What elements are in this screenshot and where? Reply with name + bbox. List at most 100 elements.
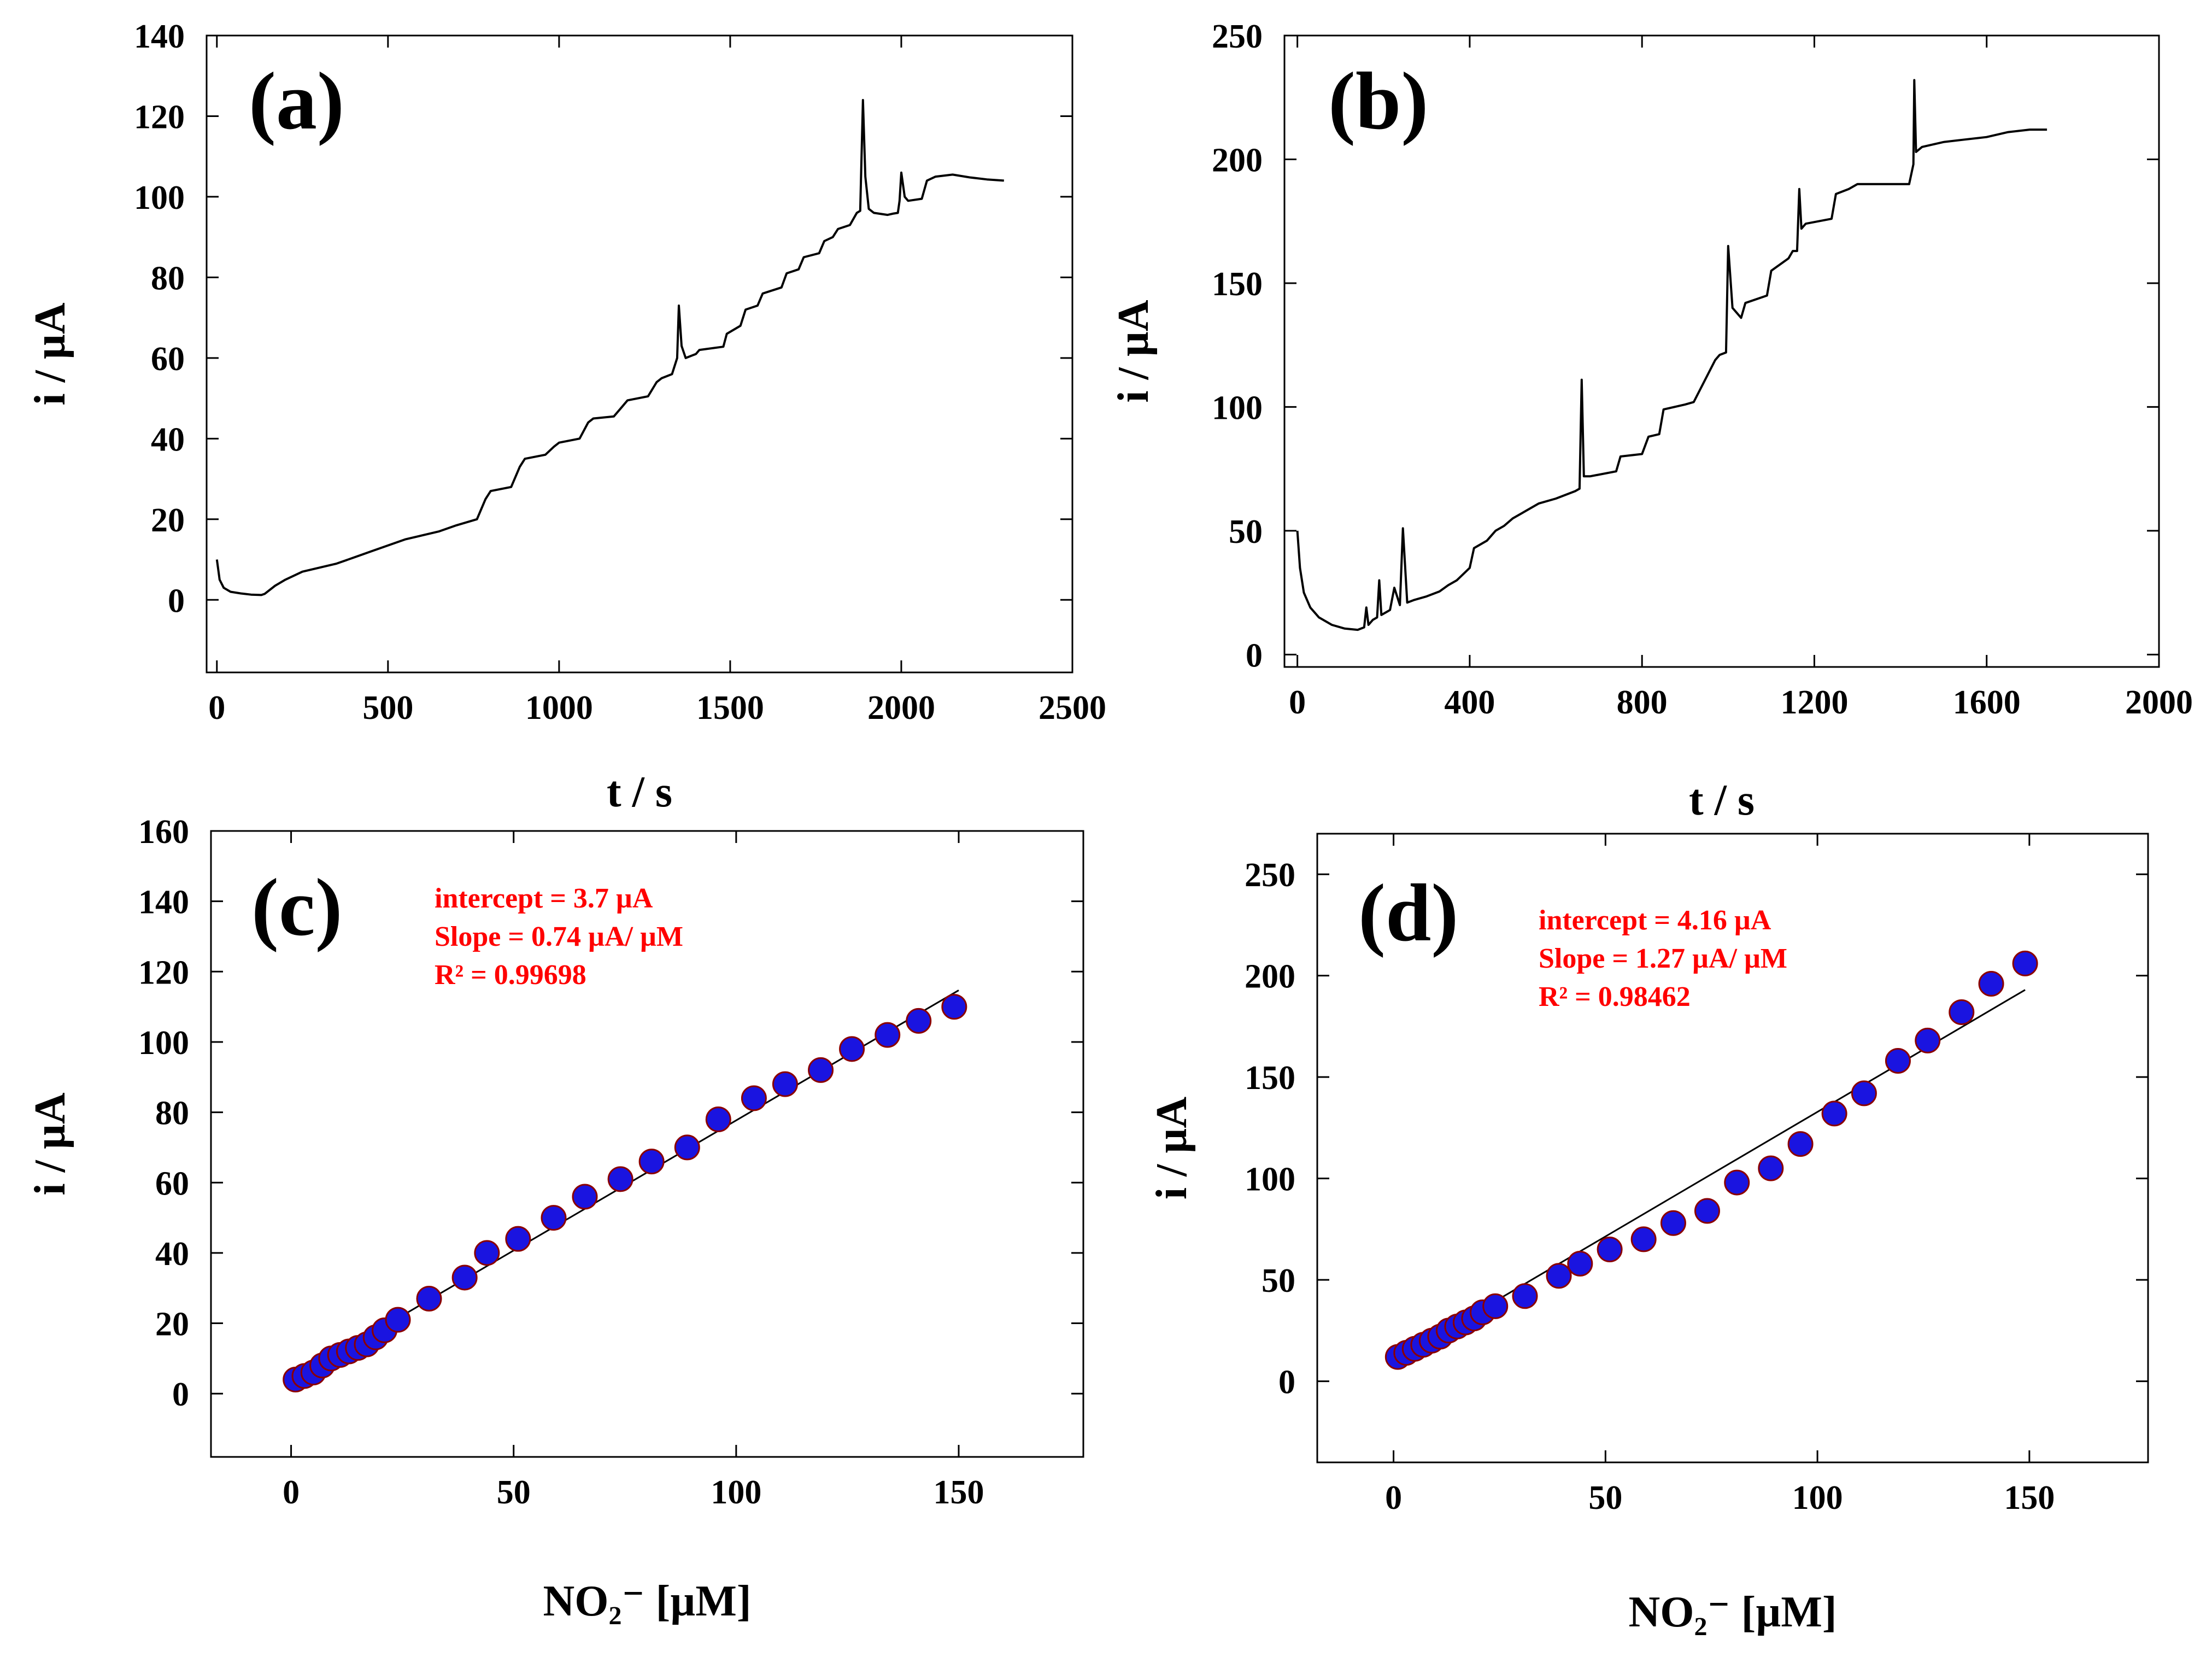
data-point: [474, 1240, 500, 1266]
chart-panel-a: 0 500 1000 1500 2000 2500 0 20 40 60 80 100 120 140 t …: [26, 18, 1106, 816]
x-tick-label: 150: [934, 1474, 984, 1511]
y-tick-label: 50: [1262, 1262, 1295, 1299]
data-point: [1597, 1236, 1623, 1262]
fit-annotation: intercept = 4.16 µA: [1539, 905, 1771, 936]
x-tick-label: 2000: [867, 689, 935, 727]
data-point: [1546, 1263, 1572, 1289]
data-point: [1949, 999, 1975, 1025]
panel-label: (b): [1328, 56, 1428, 147]
x-axis-label: NO₂⁻ [µM]: [543, 1577, 751, 1625]
data-point: [1885, 1047, 1911, 1074]
y-tick-label: 60: [151, 341, 185, 378]
data-point: [1978, 971, 2004, 997]
plot-frame: [1283, 34, 2160, 668]
data-point: [1694, 1198, 1720, 1224]
x-axis-label: NO₂⁻ [µM]: [1628, 1588, 1837, 1636]
x-axis-label: t / s: [1689, 776, 1755, 824]
data-point: [2012, 950, 2038, 976]
data-point: [941, 994, 967, 1020]
y-tick-label: 100: [134, 179, 185, 216]
data-point: [1821, 1100, 1847, 1127]
data-point: [607, 1166, 633, 1192]
panel-label: (a): [249, 56, 344, 147]
data-point: [1758, 1155, 1784, 1181]
data-point: [1851, 1080, 1877, 1106]
data-point: [1724, 1169, 1750, 1196]
y-tick-label: 100: [1212, 389, 1263, 426]
x-tick-label: 0: [1289, 684, 1306, 721]
x-axis-label: t / s: [607, 768, 672, 816]
y-tick-label: 60: [155, 1165, 189, 1202]
fit-annotation: Slope = 0.74 µA/ µM: [435, 921, 683, 952]
x-tick-label: 1000: [525, 689, 593, 727]
data-point: [451, 1264, 478, 1291]
data-point: [808, 1057, 834, 1083]
panel-label: (c): [251, 862, 342, 953]
y-tick-label: 20: [155, 1306, 189, 1343]
x-tick-label: 1500: [696, 689, 764, 727]
x-tick-label: 0: [208, 689, 225, 727]
y-tick-label: 120: [134, 98, 185, 136]
fit-annotation: Slope = 1.27 µA/ µM: [1539, 943, 1787, 974]
y-axis-label: i / µA: [1148, 1097, 1196, 1200]
data-point: [772, 1071, 798, 1097]
y-tick-label: 100: [138, 1024, 189, 1062]
x-tick-label: 100: [1792, 1479, 1843, 1517]
x-tick-label: 0: [1385, 1479, 1402, 1517]
y-tick-label: 80: [151, 260, 185, 297]
y-tick-label: 120: [138, 954, 189, 991]
y-tick-label: 0: [1278, 1364, 1295, 1401]
data-point: [839, 1036, 865, 1062]
data-point: [385, 1307, 411, 1333]
x-tick-label: 2000: [2125, 684, 2193, 721]
y-axis-label: i / µA: [26, 1092, 74, 1196]
data-point: [1787, 1131, 1814, 1157]
chart-panel-c: 0 50 100 150 0 20 40 60 80 100 120 140 160 NO₂⁻ [µM] i…: [26, 813, 1084, 1625]
data-point: [1567, 1250, 1593, 1277]
data-point: [572, 1184, 598, 1210]
data-point: [1915, 1027, 1941, 1053]
y-tick-label: 100: [1245, 1161, 1295, 1198]
chart-panel-b: 0 400 800 1200 1600 2000 0 50 100 150 200 250 t / s i…: [1110, 18, 2193, 824]
y-tick-label: 140: [134, 18, 185, 55]
data-point: [741, 1085, 767, 1111]
series-line: [1296, 79, 2047, 631]
x-tick-label: 1600: [1953, 684, 2021, 721]
data-point: [1660, 1210, 1686, 1236]
y-tick-label: 20: [151, 502, 185, 539]
data-point: [638, 1149, 665, 1175]
y-tick-label: 250: [1245, 857, 1295, 894]
fit-annotation: intercept = 3.7 µA: [435, 883, 653, 914]
y-tick-label: 40: [155, 1236, 189, 1273]
y-tick-label: 250: [1212, 18, 1263, 55]
x-tick-label: 50: [497, 1474, 531, 1511]
y-tick-label: 200: [1245, 958, 1295, 996]
data-point: [416, 1286, 442, 1312]
data-point: [875, 1022, 901, 1048]
data-point: [1512, 1283, 1538, 1309]
x-tick-label: 500: [362, 689, 413, 727]
x-tick-label: 0: [283, 1474, 300, 1511]
y-axis-label: i / µA: [1110, 300, 1158, 403]
y-tick-label: 0: [1246, 637, 1263, 674]
plot-frame: [1316, 833, 2149, 1463]
x-tick-label: 2500: [1038, 689, 1106, 727]
data-point: [1630, 1226, 1657, 1252]
data-point: [674, 1134, 700, 1161]
x-tick-label: 1200: [1780, 684, 1848, 721]
data-point: [505, 1226, 531, 1252]
data-point: [705, 1106, 731, 1132]
data-point: [1482, 1293, 1509, 1319]
panel-label: (d): [1358, 868, 1458, 958]
y-tick-label: 150: [1245, 1059, 1295, 1097]
data-point: [541, 1205, 567, 1231]
y-tick-label: 40: [151, 421, 185, 458]
plot-frame: [210, 830, 1084, 1458]
y-tick-label: 50: [1229, 513, 1263, 551]
chart-panel-d: 0 50 100 150 0 50 100 150 200 250 NO₂⁻ [µM] i / µA (…: [1148, 833, 2149, 1636]
x-tick-label: 50: [1588, 1479, 1622, 1517]
y-tick-label: 0: [172, 1376, 189, 1413]
fit-annotation: R² = 0.99698: [435, 959, 586, 991]
y-tick-label: 150: [1212, 266, 1263, 303]
